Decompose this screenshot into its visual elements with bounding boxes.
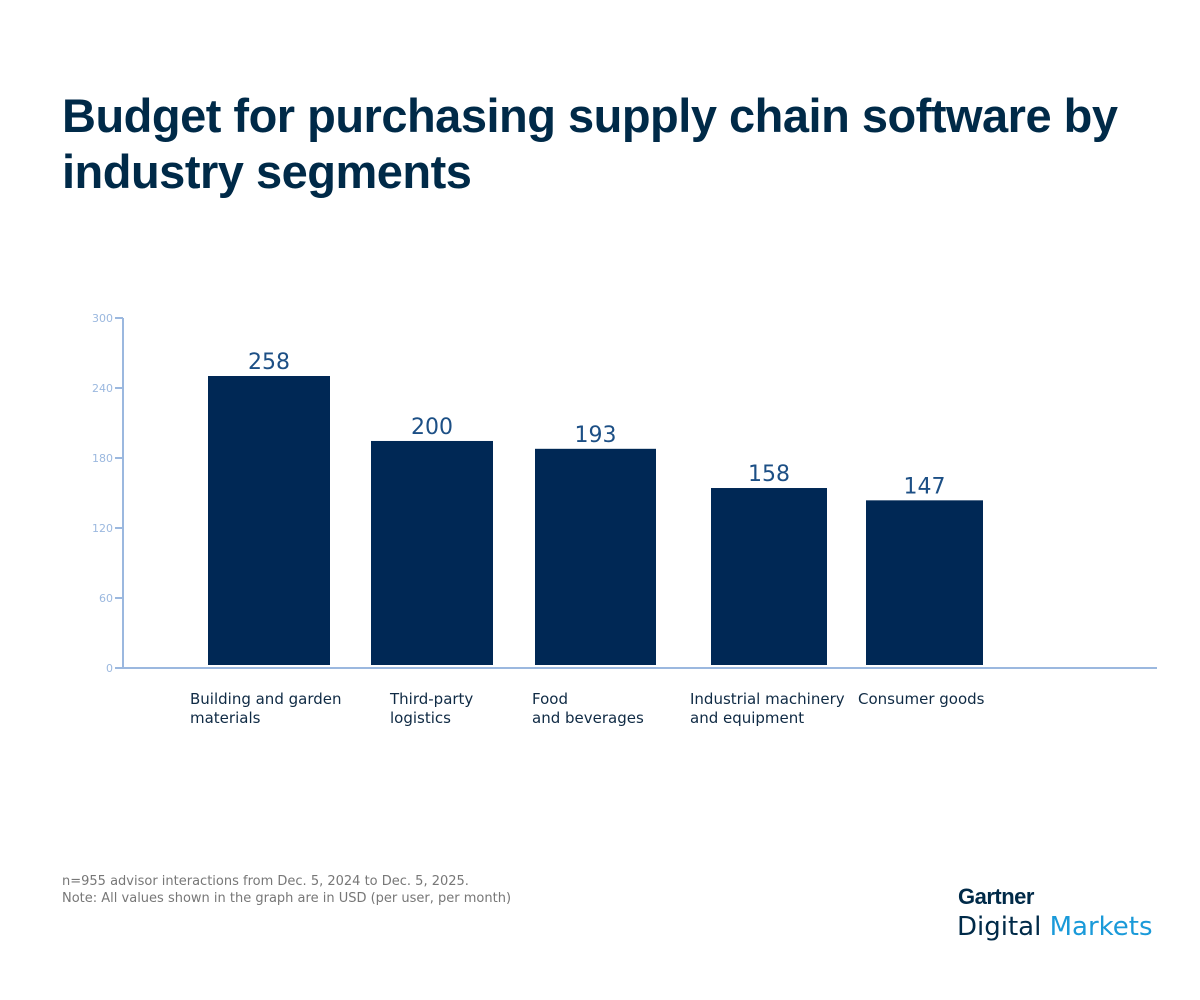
- gartner-logo: Gartner: [958, 884, 1034, 909]
- x-tick-label: Building and garden materials: [190, 690, 342, 727]
- data-label: 158: [748, 462, 790, 487]
- y-tick-label: 300: [92, 312, 113, 325]
- x-tick-label: Third-party logistics: [390, 690, 474, 727]
- footnote: n=955 advisor interactions from Dec. 5, …: [62, 873, 511, 907]
- digital-markets-logo: Digital Markets: [957, 912, 1153, 942]
- bar: [208, 376, 330, 665]
- y-tick-label: 180: [92, 452, 113, 465]
- chart-title: Budget for purchasing supply chain softw…: [62, 89, 1118, 198]
- bar: [866, 500, 983, 665]
- y-tick-label: 60: [99, 592, 113, 605]
- bar: [535, 448, 656, 665]
- data-label: 258: [248, 350, 290, 375]
- bar: [711, 488, 827, 665]
- y-tick-label: 120: [92, 522, 113, 535]
- y-tick-label: 240: [92, 382, 113, 395]
- x-tick-label: Consumer goods: [858, 690, 985, 708]
- data-label: 200: [411, 415, 453, 440]
- footnote-note: Note: All values shown in the graph are …: [62, 891, 512, 906]
- bar: [371, 440, 493, 665]
- logo-markets: Markets: [1049, 912, 1153, 942]
- y-tick-label: 0: [106, 662, 113, 675]
- logo-digital: Digital: [957, 912, 1042, 942]
- x-tick-label: Industrial machinery and equipment: [690, 690, 845, 727]
- data-label: 193: [575, 423, 617, 448]
- data-label: 147: [904, 474, 946, 499]
- x-tick-label: Food and beverages: [532, 690, 644, 727]
- footnote-sample: n=955 advisor interactions from Dec. 5, …: [62, 874, 469, 889]
